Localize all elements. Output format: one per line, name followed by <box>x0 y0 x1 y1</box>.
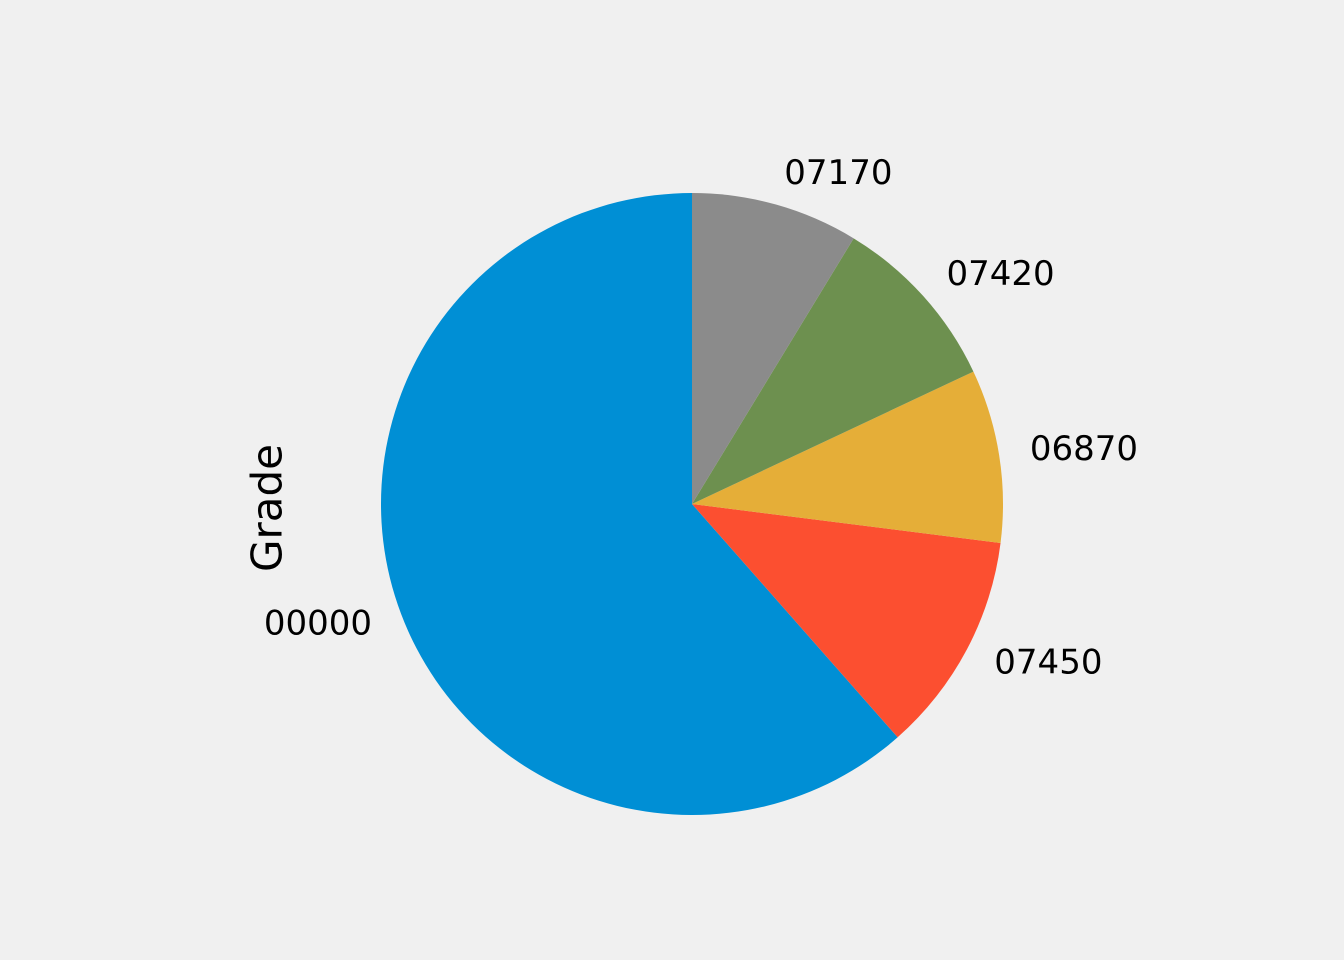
pie-label-00000: 00000 <box>264 603 372 643</box>
pie-labels: 00000 07450 06870 07420 07170 <box>264 153 1138 683</box>
pie-slice-00000 <box>380 193 898 816</box>
pie-slice-07420 <box>692 238 974 504</box>
pie-slice-07450 <box>692 504 1001 738</box>
pie-slice-07170 <box>692 193 854 504</box>
pie-label-06870: 06870 <box>1030 429 1138 469</box>
y-axis-label: Grade <box>243 444 292 572</box>
pie-label-07170: 07170 <box>784 153 892 193</box>
pie-label-07450: 07450 <box>994 643 1102 683</box>
pie-slices <box>380 193 1004 816</box>
pie-slice-06870 <box>692 371 1004 543</box>
pie-label-07420: 07420 <box>947 254 1055 294</box>
